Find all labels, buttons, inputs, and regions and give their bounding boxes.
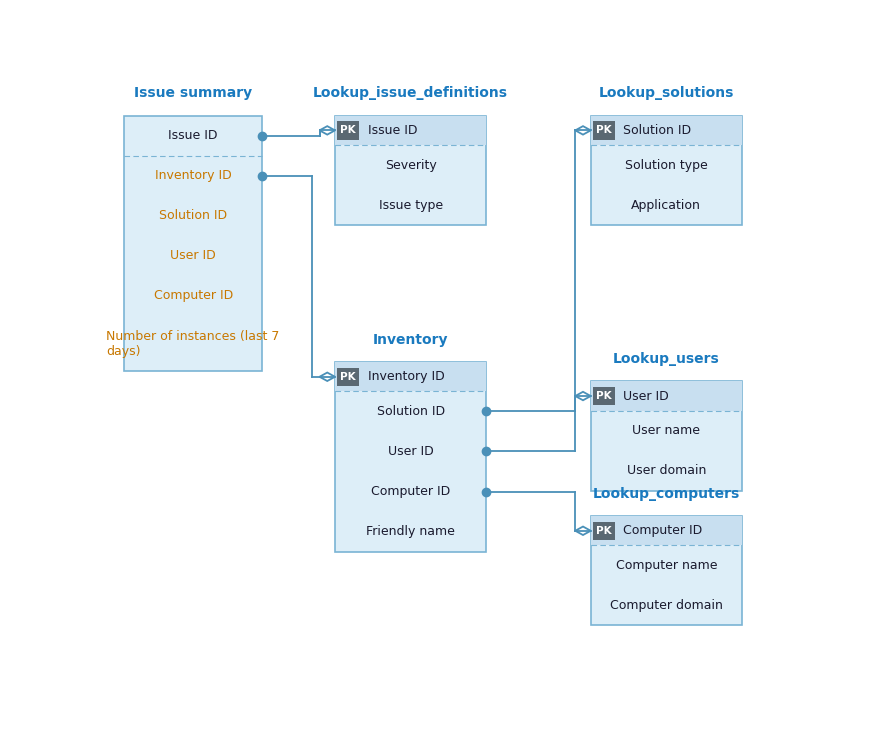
Bar	[124, 115, 262, 371]
Bar	[591, 517, 742, 625]
Text: PK: PK	[340, 371, 356, 382]
Text: Application: Application	[632, 198, 701, 212]
Bar	[335, 362, 486, 551]
Bar	[591, 115, 742, 145]
Text: Lookup_solutions: Lookup_solutions	[599, 87, 734, 101]
Text: PK: PK	[596, 526, 612, 536]
FancyBboxPatch shape	[593, 387, 615, 406]
Text: Computer name: Computer name	[616, 559, 717, 572]
Text: Computer ID: Computer ID	[371, 485, 450, 498]
Text: Issue ID: Issue ID	[168, 130, 218, 142]
Bar	[335, 362, 486, 391]
Text: Issue summary: Issue summary	[134, 87, 252, 101]
FancyBboxPatch shape	[337, 121, 359, 140]
Text: Severity: Severity	[385, 158, 437, 172]
Text: Lookup_computers: Lookup_computers	[593, 487, 740, 501]
FancyBboxPatch shape	[337, 368, 359, 386]
Text: Friendly name: Friendly name	[366, 525, 455, 538]
Bar	[591, 381, 742, 491]
Text: Solution ID: Solution ID	[624, 124, 691, 137]
Text: Solution ID: Solution ID	[159, 209, 228, 222]
Text: Inventory ID: Inventory ID	[155, 169, 232, 182]
Text: User ID: User ID	[170, 249, 216, 263]
Bar	[591, 517, 742, 545]
Text: User domain: User domain	[626, 464, 706, 477]
Text: Issue ID: Issue ID	[368, 124, 417, 137]
Text: Lookup_issue_definitions: Lookup_issue_definitions	[313, 87, 508, 101]
Text: Computer ID: Computer ID	[624, 524, 703, 537]
FancyBboxPatch shape	[593, 522, 615, 540]
Text: Solution type: Solution type	[625, 158, 707, 172]
Bar	[591, 115, 742, 225]
Text: Number of instances (last 7
days): Number of instances (last 7 days)	[107, 329, 280, 357]
Bar	[335, 115, 486, 225]
Text: Lookup_users: Lookup_users	[613, 352, 720, 366]
Text: Solution ID: Solution ID	[377, 405, 445, 418]
Bar	[335, 115, 486, 145]
Text: User ID: User ID	[388, 445, 433, 458]
Text: PK: PK	[596, 125, 612, 135]
Text: Inventory ID: Inventory ID	[368, 370, 445, 383]
Text: Computer domain: Computer domain	[609, 599, 722, 612]
Text: User name: User name	[632, 424, 700, 437]
Text: User ID: User ID	[624, 389, 669, 403]
FancyBboxPatch shape	[593, 121, 615, 140]
Text: Issue type: Issue type	[378, 198, 443, 212]
Text: Computer ID: Computer ID	[153, 289, 233, 303]
Text: PK: PK	[340, 125, 356, 135]
Bar	[591, 381, 742, 411]
Text: PK: PK	[596, 391, 612, 401]
Text: Inventory: Inventory	[373, 333, 448, 347]
